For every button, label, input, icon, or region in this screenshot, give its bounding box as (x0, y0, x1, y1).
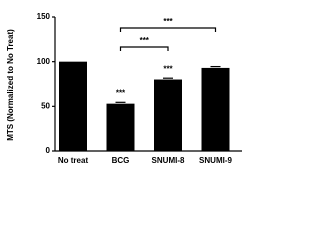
bar (201, 67, 230, 151)
y-tick-label: 50 (41, 101, 50, 110)
page: MTS (Normalized to No Treat) 0 50 100 150 No… (6, 12, 242, 166)
y-axis-label: MTS (Normalized to No Treat) (6, 29, 15, 141)
comparison-label: *** (163, 17, 173, 26)
bar (59, 61, 87, 151)
x-tick-label: No treat (58, 156, 89, 165)
x-tick-label: BCG (112, 156, 130, 165)
comparison-bracket (119, 46, 169, 51)
x-tick-label: SNUMI-8 (152, 156, 185, 165)
significance-label: *** (163, 64, 173, 73)
y-tick-label: 0 (46, 146, 51, 155)
significance-label: *** (116, 88, 126, 97)
bar (154, 79, 182, 151)
chart: MTS (Normalized to No Treat) 0 50 100 150 No… (6, 12, 242, 165)
comparison-label: *** (140, 36, 150, 45)
y-tick-label: 150 (37, 12, 51, 21)
y-tick-label: 100 (37, 57, 51, 66)
bar (106, 103, 135, 151)
x-tick-label: SNUMI-9 (199, 156, 232, 165)
comparison-bracket (119, 27, 217, 32)
